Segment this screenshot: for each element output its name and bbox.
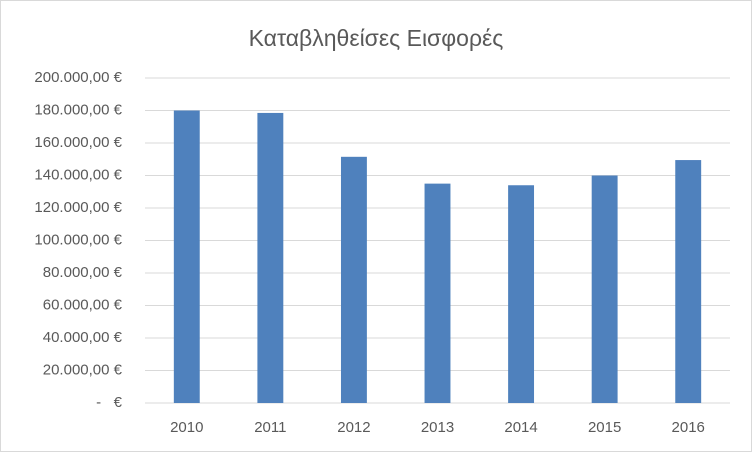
x-tick-label: 2011: [254, 419, 286, 436]
y-tick-label: 200.000,00 €: [34, 69, 122, 86]
x-tick-label: 2016: [672, 419, 705, 436]
y-tick-label: 20.000,00 €: [43, 361, 123, 378]
bar: [591, 175, 618, 403]
x-tick-label: 2015: [588, 419, 621, 436]
y-tick-label: 140.000,00 €: [34, 166, 122, 183]
y-tick-label: - €: [96, 394, 122, 411]
y-tick-label: 100.000,00 €: [34, 231, 122, 248]
x-tick-label: 2012: [337, 419, 370, 436]
y-tick-label: 60.000,00 €: [43, 296, 123, 313]
y-tick-label: 180.000,00 €: [34, 101, 122, 118]
y-tick-label: 40.000,00 €: [43, 329, 123, 346]
bar: [675, 160, 702, 403]
bar: [340, 156, 367, 403]
bar: [173, 110, 200, 403]
bar: [257, 112, 284, 403]
bar: [424, 183, 451, 403]
y-tick-label: 160.000,00 €: [34, 134, 122, 151]
y-tick-label: 120.000,00 €: [34, 199, 122, 216]
chart-title: Καταβληθείσες Εισφορές: [249, 25, 504, 51]
x-tick-label: 2013: [421, 419, 454, 436]
x-tick-label: 2014: [504, 419, 537, 436]
y-tick-label: 80.000,00 €: [43, 264, 123, 281]
x-tick-label: 2010: [170, 419, 203, 436]
bar: [508, 185, 535, 403]
